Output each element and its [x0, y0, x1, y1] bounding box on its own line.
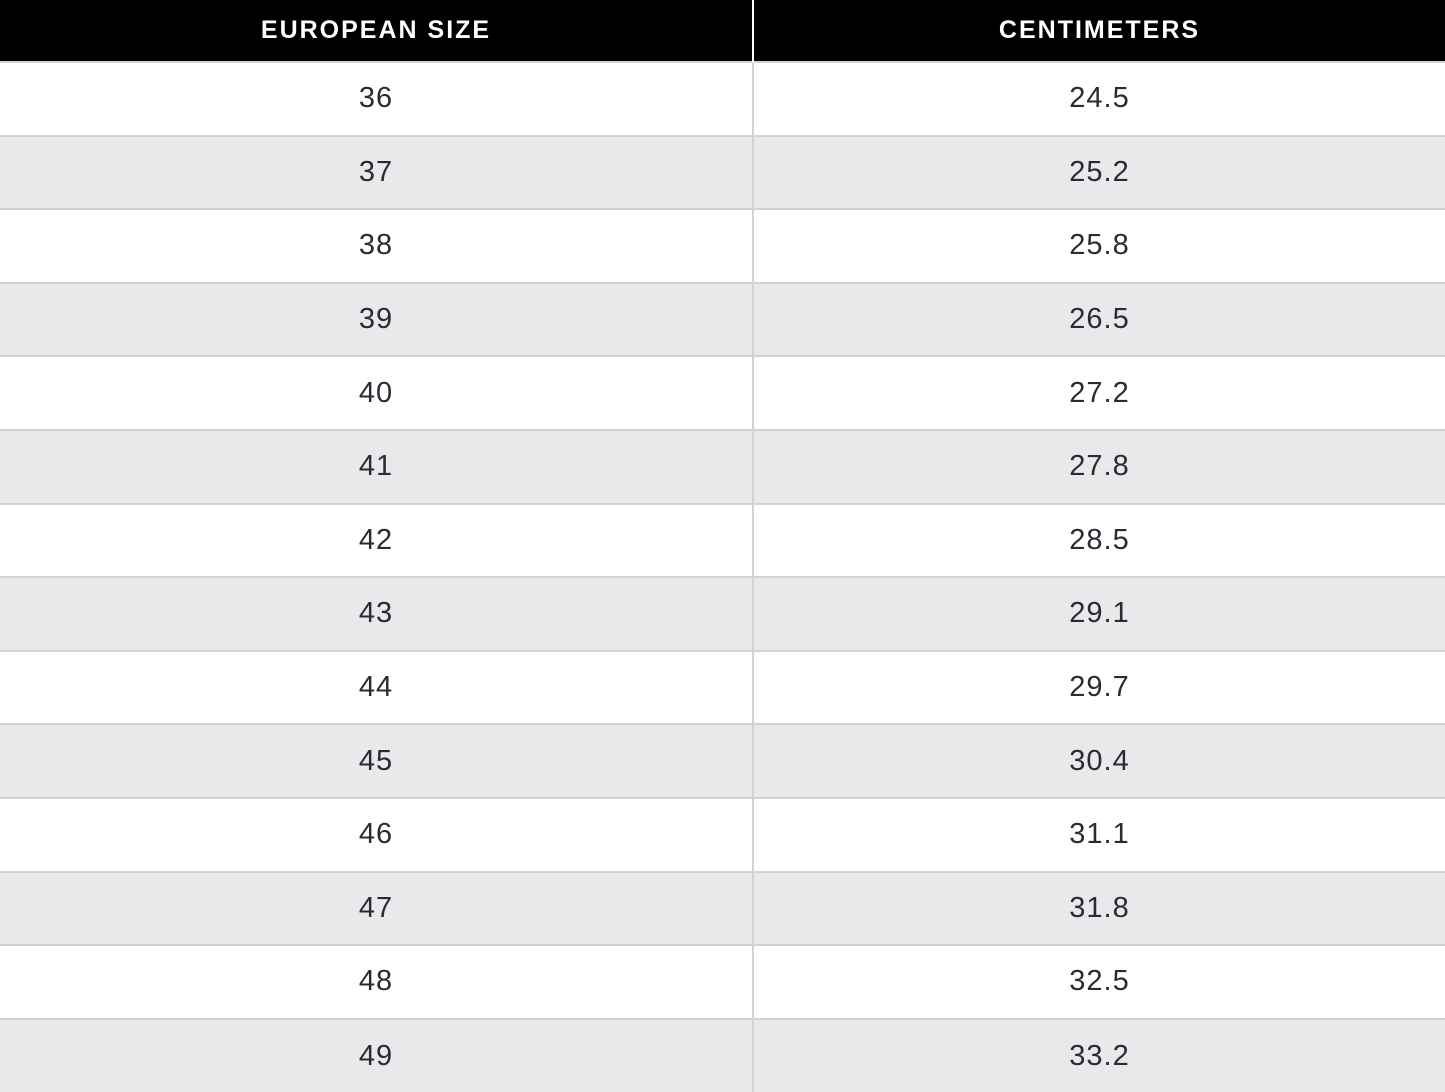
cell-centimeters: 30.4 — [753, 723, 1445, 798]
cell-european-size: 36 — [0, 61, 754, 136]
table-body: 36 24.5 37 25.2 38 25.8 39 26.5 40 27.2 41 27.8 42 28… — [0, 61, 1445, 1092]
table-row: 38 25.8 — [0, 208, 1445, 283]
table-row: 42 28.5 — [0, 502, 1445, 578]
table-row: 37 25.2 — [0, 134, 1445, 210]
cell-centimeters: 25.8 — [753, 208, 1445, 283]
cell-centimeters: 27.8 — [753, 428, 1445, 504]
table-row: 44 29.7 — [0, 649, 1445, 725]
cell-centimeters: 29.1 — [753, 576, 1445, 651]
table-row: 48 32.5 — [0, 944, 1445, 1019]
column-header-european-size: EUROPEAN SIZE — [0, 0, 754, 62]
cell-centimeters: 33.2 — [753, 1017, 1445, 1092]
cell-european-size: 48 — [0, 944, 754, 1019]
table-row: 40 27.2 — [0, 355, 1445, 430]
cell-european-size: 38 — [0, 208, 754, 283]
table-row: 41 27.8 — [0, 428, 1445, 504]
cell-european-size: 45 — [0, 723, 754, 798]
cell-european-size: 47 — [0, 870, 754, 946]
cell-european-size: 49 — [0, 1017, 754, 1092]
cell-european-size: 42 — [0, 502, 754, 578]
cell-centimeters: 27.2 — [753, 355, 1445, 430]
cell-centimeters: 31.8 — [753, 870, 1445, 946]
table-row: 36 24.5 — [0, 61, 1445, 136]
cell-european-size: 46 — [0, 796, 754, 872]
cell-centimeters: 25.2 — [753, 134, 1445, 210]
table-header: EUROPEAN SIZE CENTIMETERS — [0, 0, 1445, 62]
column-header-centimeters: CENTIMETERS — [753, 0, 1445, 62]
cell-centimeters: 31.1 — [753, 796, 1445, 872]
cell-centimeters: 26.5 — [753, 281, 1445, 357]
table-row: 45 30.4 — [0, 723, 1445, 798]
cell-centimeters: 32.5 — [753, 944, 1445, 1019]
cell-european-size: 40 — [0, 355, 754, 430]
cell-european-size: 37 — [0, 134, 754, 210]
table-row: 39 26.5 — [0, 281, 1445, 357]
table-row: 49 33.2 — [0, 1017, 1445, 1092]
cell-centimeters: 29.7 — [753, 649, 1445, 725]
cell-european-size: 44 — [0, 649, 754, 725]
cell-european-size: 41 — [0, 428, 754, 504]
cell-centimeters: 24.5 — [753, 61, 1445, 136]
cell-european-size: 43 — [0, 576, 754, 651]
table-row: 46 31.1 — [0, 796, 1445, 872]
table-row: 47 31.8 — [0, 870, 1445, 946]
table-row: 43 29.1 — [0, 576, 1445, 651]
cell-european-size: 39 — [0, 281, 754, 357]
table-header-row: EUROPEAN SIZE CENTIMETERS — [0, 0, 1445, 62]
cell-centimeters: 28.5 — [753, 502, 1445, 578]
